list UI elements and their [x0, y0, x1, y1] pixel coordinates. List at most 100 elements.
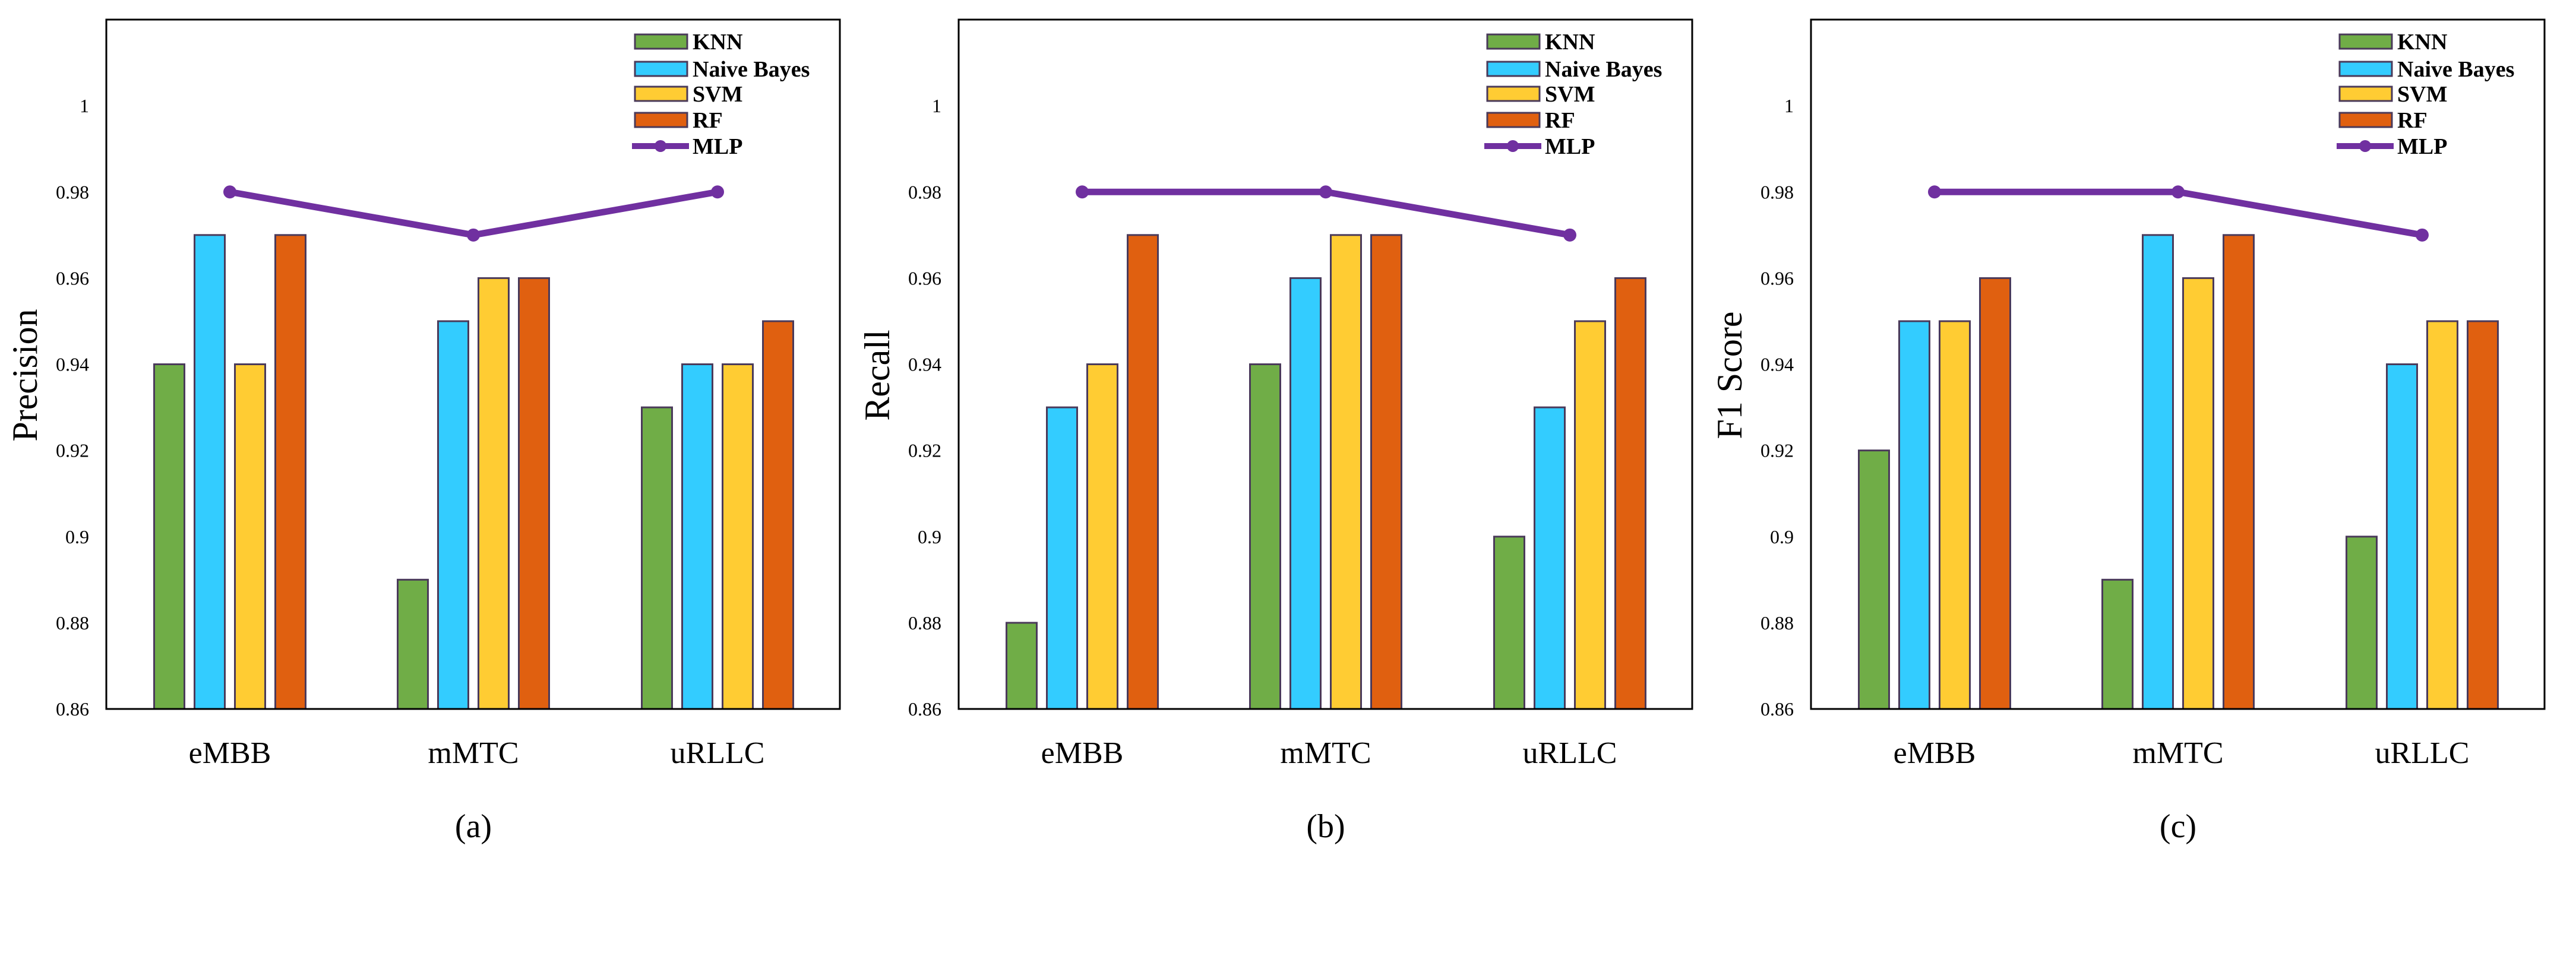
- bar-knn-embb: [1006, 622, 1038, 710]
- x-tick-label: mMTC: [428, 736, 519, 770]
- bar-svm-embb: [1939, 320, 1971, 710]
- y-tick-label: 0.96: [1760, 267, 1794, 289]
- point-mlp-embb: [1076, 185, 1089, 199]
- panel-label: (c): [2160, 808, 2196, 845]
- y-tick-label: 0.98: [1760, 181, 1794, 202]
- bar-naive-bayes-urllc: [1534, 406, 1566, 710]
- point-mlp-mmtc: [1319, 185, 1332, 199]
- y-tick-label: 1: [80, 95, 89, 116]
- bar-naive-bayes-embb: [1898, 320, 1930, 710]
- y-tick-label: 0.98: [908, 181, 941, 202]
- legend-swatch-knn: [1486, 33, 1541, 50]
- point-mlp-mmtc: [2172, 185, 2185, 199]
- legend-label-mlp: MLP: [1545, 134, 1595, 159]
- bar-rf-embb: [1127, 234, 1159, 710]
- y-tick-label: 1: [1784, 95, 1794, 116]
- legend-swatch-rf: [1486, 112, 1541, 128]
- bar-naive-bayes-urllc: [2386, 363, 2418, 710]
- bar-rf-mmtc: [1370, 234, 1402, 710]
- bar-svm-urllc: [2426, 320, 2458, 710]
- legend-label-naive-bayes: Naive Bayes: [693, 57, 810, 82]
- y-tick-label: 1: [932, 95, 941, 116]
- y-axis-label: Precision: [5, 309, 45, 441]
- plot-frame: [957, 18, 1693, 710]
- bar-naive-bayes-mmtc: [2142, 234, 2174, 710]
- x-tick-label: uRLLC: [2375, 736, 2470, 770]
- legend-label-mlp: MLP: [2397, 134, 2447, 159]
- legend-label-rf: RF: [693, 108, 723, 133]
- legend-swatch-naive-bayes: [1486, 61, 1541, 77]
- legend-marker-mlp: [1507, 140, 1519, 152]
- y-tick-label: 0.92: [56, 440, 89, 461]
- legend-label-svm: SVM: [693, 82, 742, 107]
- bar-naive-bayes-embb: [194, 234, 226, 710]
- x-tick-label: mMTC: [1280, 736, 1371, 770]
- legend-swatch-svm: [2338, 86, 2393, 102]
- legend-label-knn: KNN: [693, 30, 742, 55]
- bar-rf-embb: [274, 234, 306, 710]
- legend-label-rf: RF: [2397, 108, 2428, 133]
- y-tick-label: 0.96: [56, 267, 89, 289]
- bar-naive-bayes-urllc: [681, 363, 713, 710]
- x-tick-label: uRLLC: [671, 736, 765, 770]
- plot-frame: [105, 18, 841, 710]
- bar-knn-urllc: [1493, 536, 1525, 710]
- x-tick-label: mMTC: [2132, 736, 2223, 770]
- legend-marker-mlp: [655, 140, 666, 152]
- y-tick-label: 0.9: [65, 526, 89, 547]
- bar-naive-bayes-embb: [1046, 406, 1078, 710]
- y-tick-label: 0.88: [1760, 612, 1794, 634]
- legend-swatch-rf: [634, 112, 688, 128]
- bar-rf-urllc: [762, 320, 794, 710]
- point-mlp-mmtc: [467, 228, 480, 242]
- panel-label: (a): [455, 808, 492, 845]
- y-tick-label: 0.9: [1770, 526, 1794, 547]
- y-tick-label: 0.86: [908, 698, 941, 720]
- legend-swatch-knn: [2338, 33, 2393, 50]
- bar-svm-urllc: [722, 363, 754, 710]
- panel-label: (b): [1306, 808, 1345, 845]
- legend-swatch-svm: [634, 86, 688, 102]
- y-tick-label: 0.88: [56, 612, 89, 634]
- bar-svm-embb: [1086, 363, 1118, 710]
- y-tick-label: 0.94: [908, 354, 941, 375]
- bar-knn-mmtc: [397, 578, 429, 710]
- y-axis-label: Recall: [858, 330, 897, 420]
- plot-frame: [1810, 18, 2546, 710]
- point-mlp-urllc: [2416, 228, 2429, 242]
- legend-label-svm: SVM: [1545, 82, 1595, 107]
- bar-knn-urllc: [641, 406, 673, 710]
- bar-knn-embb: [153, 363, 185, 710]
- point-mlp-embb: [1928, 185, 1941, 199]
- y-tick-label: 0.88: [908, 612, 941, 634]
- x-tick-label: eMBB: [1041, 736, 1124, 770]
- chart-panel-1: 0.86 0.88 0.9 0.92 0.94 0.96 0.98 1 eMBB mMTC uRLL…: [5, 18, 841, 845]
- y-tick-label: 0.94: [56, 354, 89, 375]
- y-tick-label: 0.94: [1760, 354, 1794, 375]
- bar-knn-mmtc: [2101, 578, 2134, 710]
- chart-panel-3: 0.86 0.88 0.9 0.92 0.94 0.96 0.98 1 eMBB mMTC uRLL…: [1710, 18, 2546, 845]
- y-tick-label: 0.96: [908, 267, 941, 289]
- point-mlp-urllc: [711, 185, 724, 199]
- bar-svm-urllc: [1574, 320, 1606, 710]
- bar-naive-bayes-mmtc: [1289, 277, 1322, 710]
- bar-rf-embb: [1979, 277, 2011, 710]
- bar-svm-embb: [234, 363, 266, 710]
- legend-swatch-rf: [2338, 112, 2393, 128]
- legend-marker-mlp: [2359, 140, 2371, 152]
- legend-label-naive-bayes: Naive Bayes: [1545, 57, 1662, 82]
- legend-label-knn: KNN: [2397, 30, 2447, 55]
- y-tick-label: 0.86: [56, 698, 89, 720]
- legend-swatch-knn: [634, 33, 688, 50]
- bar-rf-mmtc: [2223, 234, 2255, 710]
- bar-rf-urllc: [1614, 277, 1646, 710]
- bar-rf-mmtc: [518, 277, 550, 710]
- bar-svm-mmtc: [1330, 234, 1362, 710]
- legend-label-rf: RF: [1545, 108, 1575, 133]
- legend-label-naive-bayes: Naive Bayes: [2397, 57, 2514, 82]
- bar-naive-bayes-mmtc: [437, 320, 469, 710]
- legend-swatch-naive-bayes: [634, 61, 688, 77]
